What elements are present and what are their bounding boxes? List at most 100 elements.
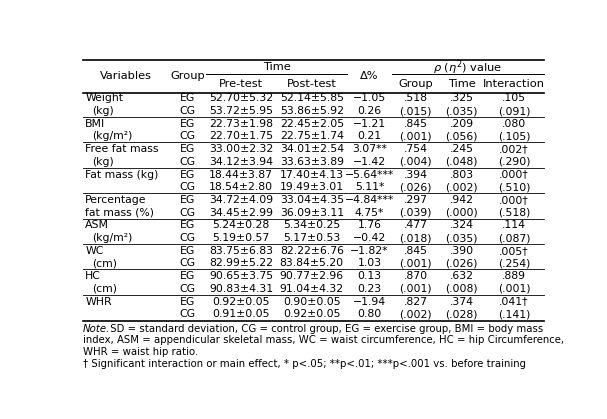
Text: 0.23: 0.23 <box>358 284 381 294</box>
Text: .889: .889 <box>502 271 526 281</box>
Text: −5.64***: −5.64*** <box>345 170 394 180</box>
Text: (.039): (.039) <box>399 208 432 218</box>
Text: CG: CG <box>179 309 195 319</box>
Text: Fat mass (kg): Fat mass (kg) <box>85 170 158 180</box>
Text: CG: CG <box>179 132 195 142</box>
Text: WHR: WHR <box>85 297 112 307</box>
Text: CG: CG <box>179 284 195 294</box>
Text: (.035): (.035) <box>446 106 478 116</box>
Text: Pre-test: Pre-test <box>219 79 263 89</box>
Text: Percentage: Percentage <box>85 195 147 205</box>
Text: 22.70±1.75: 22.70±1.75 <box>209 132 273 142</box>
Text: 52.70±5.32: 52.70±5.32 <box>209 93 273 103</box>
Text: 0.91±0.05: 0.91±0.05 <box>212 309 270 319</box>
Text: (.001): (.001) <box>498 284 531 294</box>
Text: (.035): (.035) <box>446 233 478 243</box>
Text: .002†: .002† <box>499 144 529 154</box>
Text: Variables: Variables <box>100 71 152 81</box>
Text: (.026): (.026) <box>399 182 432 192</box>
Text: (.008): (.008) <box>446 284 478 294</box>
Text: .845: .845 <box>404 119 428 129</box>
Text: (.141): (.141) <box>498 309 531 319</box>
Text: −4.84***: −4.84*** <box>345 195 394 205</box>
Text: .000†: .000† <box>499 170 529 180</box>
Text: (.026): (.026) <box>446 259 478 269</box>
Text: .845: .845 <box>404 246 428 256</box>
Text: (.002): (.002) <box>446 182 478 192</box>
Text: † Significant interaction or main effect, * p<.05; **p<.01; ***p<.001 vs. before: † Significant interaction or main effect… <box>83 359 526 369</box>
Text: EG: EG <box>180 144 195 154</box>
Text: −1.82*: −1.82* <box>350 246 388 256</box>
Text: .041†: .041† <box>500 297 529 307</box>
Text: .374: .374 <box>450 297 474 307</box>
Text: Group: Group <box>170 71 205 81</box>
Text: .324: .324 <box>450 220 474 230</box>
Text: 0.80: 0.80 <box>358 309 382 319</box>
Text: .325: .325 <box>450 93 474 103</box>
Text: 34.45±2.99: 34.45±2.99 <box>209 208 273 218</box>
Text: (.056): (.056) <box>446 132 478 142</box>
Text: EG: EG <box>180 297 195 307</box>
Text: 34.72±4.09: 34.72±4.09 <box>209 195 273 205</box>
Text: 4.75*: 4.75* <box>354 208 384 218</box>
Text: 36.09±3.11: 36.09±3.11 <box>280 208 344 218</box>
Text: 5.17±0.53: 5.17±0.53 <box>283 233 341 243</box>
Text: −1.05: −1.05 <box>353 93 386 103</box>
Text: 5.34±0.25: 5.34±0.25 <box>283 220 341 230</box>
Text: CG: CG <box>179 233 195 243</box>
Text: −0.42: −0.42 <box>353 233 386 243</box>
Text: fat mass (%): fat mass (%) <box>85 208 154 218</box>
Text: 22.75±1.74: 22.75±1.74 <box>280 132 344 142</box>
Text: 5.19±0.57: 5.19±0.57 <box>212 233 270 243</box>
Text: 53.86±5.92: 53.86±5.92 <box>280 106 344 116</box>
Text: −1.21: −1.21 <box>353 119 386 129</box>
Text: .394: .394 <box>404 170 428 180</box>
Text: Free fat mass: Free fat mass <box>85 144 159 154</box>
Text: 1.03: 1.03 <box>358 259 381 269</box>
Text: SD = standard deviation, CG = control group, EG = exercise group, BMI = body mas: SD = standard deviation, CG = control gr… <box>107 324 544 334</box>
Text: −1.94: −1.94 <box>353 297 386 307</box>
Text: .390: .390 <box>450 246 474 256</box>
Text: (.518): (.518) <box>498 208 531 218</box>
Text: (cm): (cm) <box>92 259 117 269</box>
Text: EG: EG <box>180 246 195 256</box>
Text: .245: .245 <box>450 144 474 154</box>
Text: CG: CG <box>179 208 195 218</box>
Text: (cm): (cm) <box>92 284 117 294</box>
Text: EG: EG <box>180 119 195 129</box>
Text: 33.00±2.32: 33.00±2.32 <box>209 144 273 154</box>
Text: 3.07**: 3.07** <box>352 144 387 154</box>
Text: 5.24±0.28: 5.24±0.28 <box>212 220 270 230</box>
Text: Group: Group <box>398 79 433 89</box>
Text: (.000): (.000) <box>446 208 478 218</box>
Text: EG: EG <box>180 271 195 281</box>
Text: 82.99±5.22: 82.99±5.22 <box>209 259 273 269</box>
Text: 33.04±4.35: 33.04±4.35 <box>280 195 344 205</box>
Text: 33.63±3.89: 33.63±3.89 <box>280 157 344 167</box>
Text: index, ASM = appendicular skeletal mass, WC = waist circumference, HC = hip Circ: index, ASM = appendicular skeletal mass,… <box>83 336 564 346</box>
Text: 22.73±1.98: 22.73±1.98 <box>209 119 273 129</box>
Text: ASM: ASM <box>85 220 109 230</box>
Text: EG: EG <box>180 170 195 180</box>
Text: CG: CG <box>179 106 195 116</box>
Text: 0.26: 0.26 <box>358 106 381 116</box>
Text: (.510): (.510) <box>498 182 531 192</box>
Text: (.001): (.001) <box>399 259 432 269</box>
Text: (kg/m²): (kg/m²) <box>92 233 133 243</box>
Text: (.004): (.004) <box>399 157 432 167</box>
Text: .477: .477 <box>404 220 428 230</box>
Text: Time: Time <box>448 79 476 89</box>
Text: 83.75±6.83: 83.75±6.83 <box>209 246 273 256</box>
Text: 90.83±4.31: 90.83±4.31 <box>209 284 273 294</box>
Text: .754: .754 <box>404 144 428 154</box>
Text: .518: .518 <box>404 93 428 103</box>
Text: Δ%: Δ% <box>360 71 379 81</box>
Text: (.028): (.028) <box>446 309 478 319</box>
Text: .297: .297 <box>404 195 428 205</box>
Text: 34.01±2.54: 34.01±2.54 <box>280 144 344 154</box>
Text: .114: .114 <box>502 220 526 230</box>
Text: (.105): (.105) <box>498 132 531 142</box>
Text: (.015): (.015) <box>399 106 432 116</box>
Text: (kg/m²): (kg/m²) <box>92 132 133 142</box>
Text: (.254): (.254) <box>498 259 531 269</box>
